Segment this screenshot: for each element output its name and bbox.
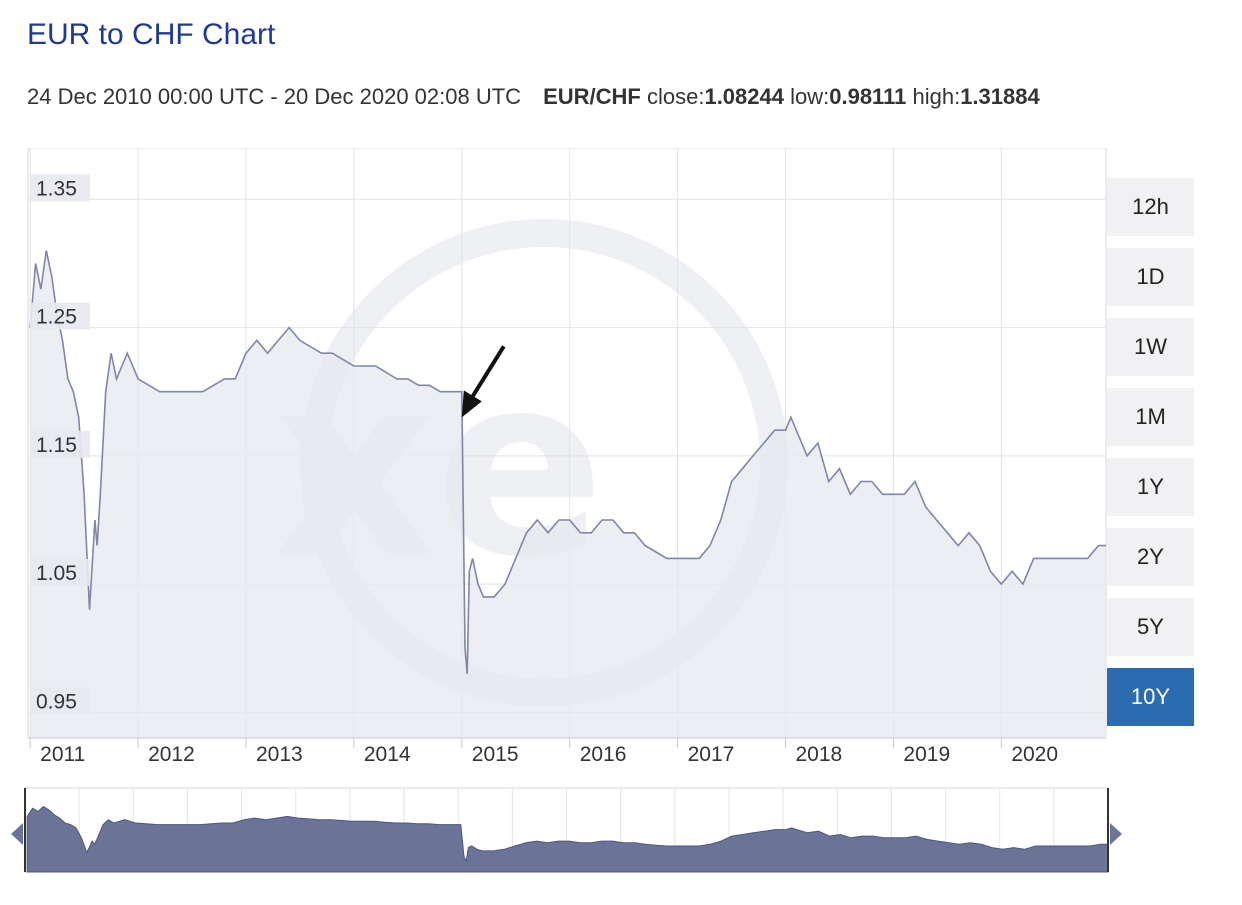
navigator-area — [26, 805, 1109, 873]
chart-summary: 24 Dec 2010 00:00 UTC - 20 Dec 2020 02:0… — [27, 84, 1040, 110]
x-tick-label-2015: 2015 — [472, 743, 519, 766]
x-tick-label-2012: 2012 — [148, 743, 195, 766]
low-label: low: — [790, 84, 830, 109]
range-button-5y[interactable]: 5Y — [1107, 598, 1194, 656]
range-selector: 12h 1D 1W 1M 1Y 2Y 5Y 10Y — [1107, 178, 1194, 738]
x-tick-label-2019: 2019 — [903, 743, 950, 766]
range-button-1m[interactable]: 1M — [1107, 388, 1194, 446]
navigator-left-handle — [11, 823, 23, 845]
close-label: close: — [646, 84, 705, 109]
y-tick-label-1.35: 1.35 — [36, 177, 77, 200]
x-tick-label-2018: 2018 — [796, 743, 843, 766]
arrow-annotation — [461, 345, 506, 418]
y-label-bg — [30, 559, 90, 587]
y-label-bg — [30, 302, 90, 330]
x-tick-label-2017: 2017 — [688, 743, 735, 766]
x-tick-label-2013: 2013 — [256, 743, 303, 766]
y-tick-label-0.95: 0.95 — [36, 690, 77, 713]
arrow-head — [461, 390, 482, 418]
range-button-12h[interactable]: 12h — [1107, 178, 1194, 236]
range-button-1w[interactable]: 1W — [1107, 318, 1194, 376]
x-axis: 2011 2012 2013 2014 2015 2016 2017 2018 2019 2020 — [28, 737, 1106, 766]
y-tick-label-1.25: 1.25 — [36, 306, 77, 329]
pair-label: EUR/CHF — [543, 84, 641, 109]
navigator-right-handle — [1110, 823, 1122, 845]
high-value: 1.31884 — [960, 84, 1040, 109]
range-button-10y[interactable]: 10Y — [1107, 668, 1194, 726]
x-tick-label-2016: 2016 — [580, 743, 627, 766]
y-label-bg — [30, 430, 90, 458]
range-button-1d[interactable]: 1D — [1107, 248, 1194, 306]
high-label: high: — [912, 84, 961, 109]
chart-title: EUR to CHF Chart — [27, 18, 276, 51]
price-line — [29, 250, 1106, 674]
close-value: 1.08244 — [704, 84, 784, 109]
price-chart[interactable]: xe 1.351.251.151.050.95 2011201220132014… — [24, 148, 1109, 770]
range-button-1y[interactable]: 1Y — [1107, 458, 1194, 516]
x-tick-label-2020: 2020 — [1011, 743, 1058, 766]
navigator-handles[interactable] — [11, 788, 1122, 872]
y-axis: 1.35 1.25 1.15 1.05 0.95 — [30, 174, 90, 715]
x-tick-label-2014: 2014 — [364, 743, 411, 766]
low-value: 0.98111 — [829, 84, 907, 109]
y-label-bg — [30, 174, 90, 202]
arrow-shaft — [469, 345, 506, 401]
y-tick-label-1.15: 1.15 — [36, 434, 77, 457]
x-tick-label-2011: 2011 — [40, 743, 85, 766]
range-button-2y[interactable]: 2Y — [1107, 528, 1194, 586]
price-area — [30, 250, 1107, 738]
navigator-series — [26, 805, 1109, 873]
y-label-bg — [30, 687, 90, 715]
navigator[interactable] — [10, 786, 1125, 878]
price-series — [29, 250, 1107, 738]
date-range: 24 Dec 2010 00:00 UTC - 20 Dec 2020 02:0… — [27, 84, 522, 109]
y-tick-label-1.05: 1.05 — [36, 562, 77, 585]
